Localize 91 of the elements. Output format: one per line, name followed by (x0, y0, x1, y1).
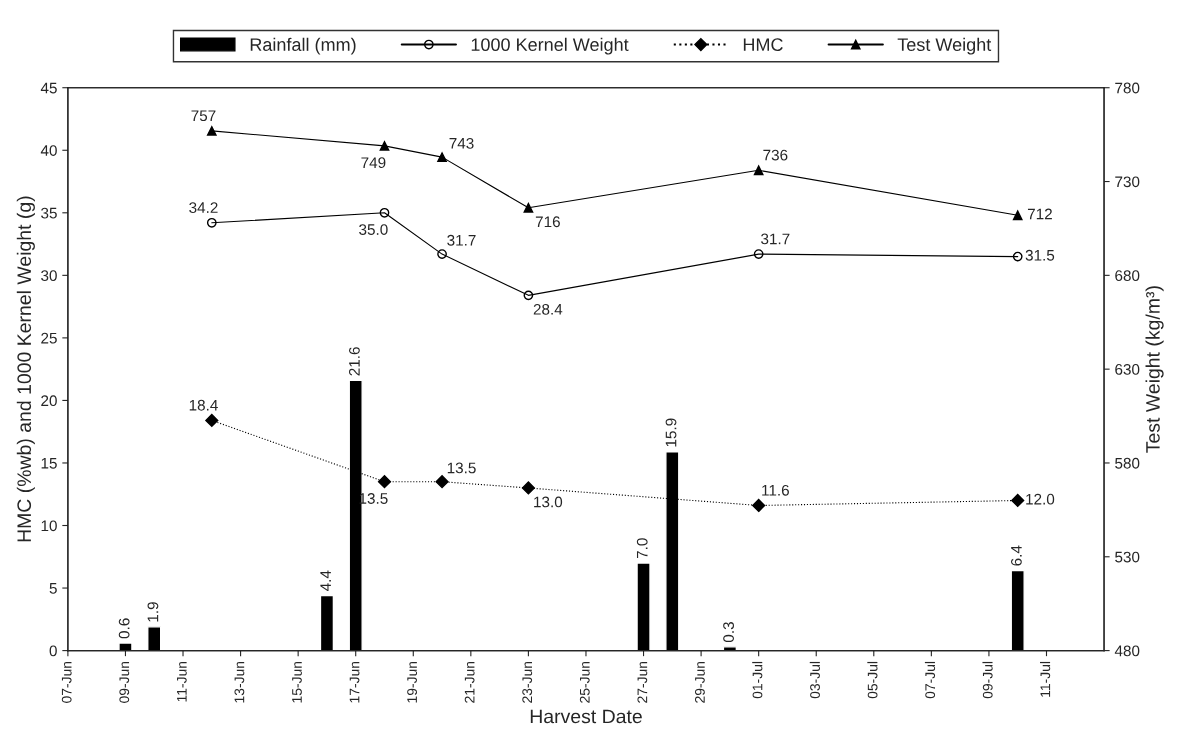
y-tick-label: 20 (41, 395, 57, 407)
x-tick-label: 17-Jun (349, 661, 360, 703)
x-axis-title: Harvest Date (530, 709, 642, 724)
x-tick-label: 25-Jun (579, 661, 590, 703)
data-label: 6.4 (1010, 545, 1022, 566)
bar (319, 594, 335, 651)
bar (1010, 569, 1025, 651)
x-tick-label: 05-Jul (867, 661, 878, 699)
data-label: 35.0 (359, 224, 388, 235)
legend-label: HMC (743, 38, 783, 52)
point (752, 498, 766, 513)
x-tick-label: 07-Jun (61, 661, 72, 703)
x-tick-label: 13-Jun (234, 661, 245, 703)
x-tick-label: 19-Jun (407, 661, 418, 703)
x-tick-label: 01-Jul (752, 661, 763, 699)
point (753, 249, 764, 259)
data-label: 13.5 (447, 462, 476, 474)
data-label: 11.6 (762, 484, 789, 496)
data-label: 0.3 (723, 622, 734, 643)
y2-tick-label: 680 (1115, 270, 1140, 282)
point (1011, 493, 1025, 508)
data-label: 7.0 (636, 538, 648, 559)
point (437, 249, 447, 259)
bar (722, 646, 738, 651)
data-label: 31.7 (447, 234, 476, 246)
y-tick-label: 5 (49, 583, 57, 594)
data-label: 4.4 (320, 570, 331, 592)
x-tick-label: 29-Jun (695, 661, 705, 703)
y2-tick-label: 480 (1114, 645, 1140, 657)
point (523, 202, 534, 213)
x-tick-label: 03-Jul (809, 661, 820, 699)
y-tick-label: 30 (41, 270, 57, 282)
x-tick-label: 15-Jun (292, 661, 302, 703)
y2-tick-label: 630 (1115, 364, 1140, 375)
legend-label: Test Weight (897, 37, 992, 55)
data-label: 712 (1027, 208, 1052, 220)
y-axis-title: HMC (%wb) and 1000 Kernel Weight (g) (16, 196, 35, 542)
data-label: 757 (191, 110, 216, 122)
y-tick-label: 45 (40, 82, 57, 94)
data-label: 743 (449, 137, 474, 149)
x-tick-label: 23-Jun (522, 661, 533, 703)
data-label: 31.7 (761, 233, 790, 245)
y2-tick-label: 530 (1115, 551, 1140, 563)
point (379, 141, 390, 151)
point (437, 152, 447, 163)
data-label: 716 (535, 216, 560, 228)
data-label: 0.6 (118, 618, 130, 639)
bar (118, 642, 133, 651)
y-tick-label: 15 (41, 457, 57, 469)
y2-tick-label: 580 (1115, 457, 1140, 469)
point (205, 413, 219, 428)
legend-label: 1000 Kernel Weight (471, 37, 629, 55)
x-tick-label: 27-Jun (637, 661, 648, 703)
data-label: 34.2 (189, 202, 218, 214)
data-label: 15.9 (665, 418, 677, 447)
y2-tick-label: 730 (1115, 176, 1140, 188)
point (1012, 251, 1023, 262)
x-tick-label: 09-Jun (119, 661, 130, 703)
point (753, 165, 764, 176)
y-tick-label: 0 (49, 645, 57, 657)
y-tick-label: 10 (41, 520, 57, 532)
x-tick-label: 21-Jun (464, 661, 475, 703)
legend-label: Rainfall (mm) (250, 37, 356, 55)
point (1012, 210, 1023, 221)
y-tick-label: 40 (40, 145, 57, 156)
data-label: 749 (361, 157, 386, 169)
data-label: 1.9 (147, 602, 159, 622)
data-label: 21.6 (348, 347, 360, 376)
bar (636, 562, 651, 651)
data-label: 31.5 (1025, 249, 1055, 261)
x-tick-label: 11-Jun (177, 661, 187, 702)
x-tick-label: 11-Jul (1040, 661, 1051, 697)
bar (147, 626, 162, 651)
y-tick-label: 35 (41, 207, 57, 219)
x-tick-label: 07-Jul (924, 661, 936, 699)
point (523, 290, 534, 301)
data-label: 736 (763, 149, 788, 161)
data-label: 13.0 (534, 496, 563, 508)
point (206, 126, 217, 136)
y2-tick-label: 780 (1115, 82, 1140, 94)
x-tick-label: 09-Jul (982, 661, 993, 699)
data-label: 28.4 (533, 303, 563, 315)
point (379, 207, 390, 218)
point (521, 481, 535, 495)
y2-axis-title: Test Weight (kg/m³) (1145, 286, 1164, 453)
data-label: 18.4 (189, 399, 218, 411)
data-label: 12.0 (1026, 493, 1055, 505)
point (377, 475, 392, 489)
point (435, 475, 449, 489)
y-tick-label: 25 (41, 332, 57, 344)
point (206, 217, 217, 228)
